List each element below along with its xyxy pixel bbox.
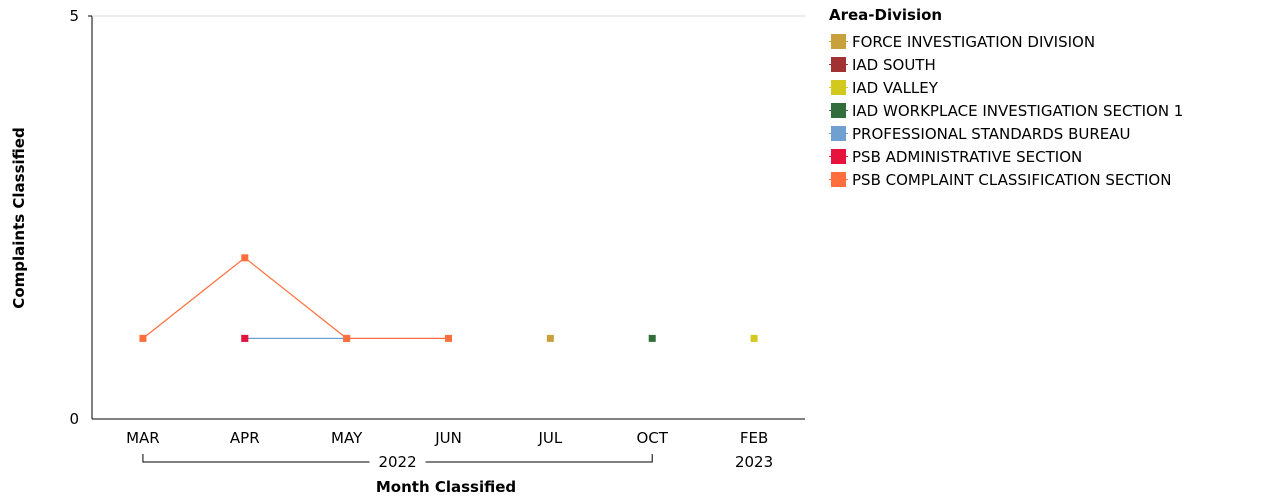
legend-item: PSB ADMINISTRATIVE SECTION — [829, 145, 1183, 168]
data-point — [648, 334, 656, 342]
data-point — [343, 334, 351, 342]
legend-swatch — [829, 125, 848, 142]
legend-swatch-box — [831, 57, 846, 72]
legend-label: PROFESSIONAL STANDARDS BUREAU — [852, 124, 1131, 143]
legend-item: PSB COMPLAINT CLASSIFICATION SECTION — [829, 168, 1183, 191]
legend-label: PSB COMPLAINT CLASSIFICATION SECTION — [852, 170, 1172, 189]
series-2 — [750, 334, 758, 342]
legend-swatch-box — [831, 103, 846, 118]
legend-swatch — [829, 148, 848, 165]
legend-label: PSB ADMINISTRATIVE SECTION — [852, 147, 1083, 166]
legend-swatch-box — [831, 172, 846, 187]
series-6 — [139, 254, 452, 342]
legend-swatch-box — [831, 126, 846, 141]
data-point — [750, 334, 758, 342]
data-point — [445, 334, 452, 342]
legend-item: IAD WORKPLACE INVESTIGATION SECTION 1 — [829, 99, 1183, 122]
year-label: 2023 — [735, 453, 773, 471]
legend-label: IAD SOUTH — [852, 55, 936, 74]
legend: Area-Division FORCE INVESTIGATION DIVISI… — [829, 6, 1183, 191]
year-label: 2022 — [378, 453, 416, 471]
legend-swatch — [829, 171, 848, 188]
data-point — [546, 334, 554, 342]
year-bracket-right — [425, 454, 653, 463]
legend-items: FORCE INVESTIGATION DIVISION IAD SOUTH IAD… — [829, 30, 1183, 191]
x-tick-label: APR — [230, 429, 260, 447]
legend-item: FORCE INVESTIGATION DIVISION — [829, 30, 1183, 53]
data-point — [139, 334, 147, 342]
series-layer — [139, 254, 758, 342]
year-bracket-left — [142, 454, 370, 463]
series-5 — [241, 334, 249, 342]
y-tick-label: 0 — [69, 410, 79, 428]
legend-swatch — [829, 33, 848, 50]
data-point — [241, 334, 249, 342]
legend-swatch — [829, 102, 848, 119]
x-axis-label: Month Classified — [376, 478, 516, 496]
y-axis-label: Complaints Classified — [10, 127, 28, 308]
data-point — [241, 254, 249, 262]
series-line — [142, 257, 449, 339]
legend-swatch-box — [831, 149, 846, 164]
x-tick-label: JUL — [537, 429, 562, 447]
x-tick-label: MAR — [126, 429, 160, 447]
legend-label: FORCE INVESTIGATION DIVISION — [852, 32, 1096, 51]
series-0 — [546, 334, 554, 342]
legend-item: IAD SOUTH — [829, 53, 1183, 76]
legend-swatch — [829, 79, 848, 96]
legend-label: IAD WORKPLACE INVESTIGATION SECTION 1 — [852, 101, 1184, 120]
series-4 — [241, 334, 351, 342]
legend-swatch — [829, 56, 848, 73]
legend-item: IAD VALLEY — [829, 76, 1183, 99]
legend-item: PROFESSIONAL STANDARDS BUREAU — [829, 122, 1183, 145]
legend-label: IAD VALLEY — [852, 78, 938, 97]
x-tick-label: MAY — [331, 429, 363, 447]
legend-swatch-box — [831, 34, 846, 49]
x-tick-label: JUN — [434, 429, 462, 447]
legend-swatch-box — [831, 80, 846, 95]
x-tick-label: OCT — [636, 429, 668, 447]
y-tick-label: 5 — [69, 7, 79, 25]
x-tick-label: FEB — [740, 429, 768, 447]
axes: 0 5 MAR APR MAY JUN JUL OCT FEB 2022 2023 — [69, 7, 805, 471]
legend-title: Area-Division — [829, 6, 943, 24]
series-3 — [648, 334, 656, 342]
